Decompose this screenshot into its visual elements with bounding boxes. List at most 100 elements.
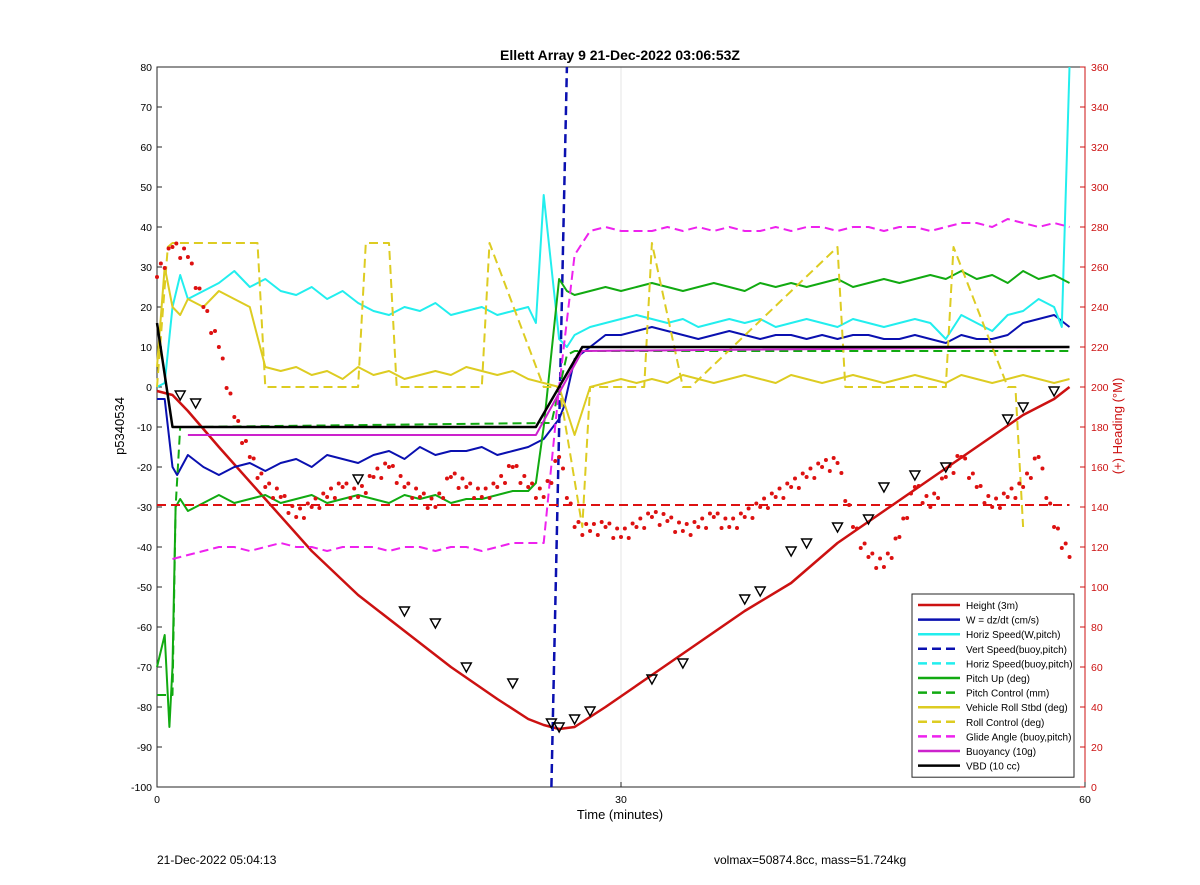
y-left-tick-label: 40 <box>140 222 152 234</box>
heading-point <box>789 485 794 489</box>
heading-point <box>329 486 333 491</box>
heading-point <box>448 475 453 479</box>
heading-point <box>823 458 828 462</box>
y-left-tick-label: -20 <box>137 462 152 474</box>
heading-point <box>765 506 770 510</box>
height-marker <box>645 674 659 686</box>
heading-point <box>731 516 736 521</box>
markers-layer <box>174 386 1061 734</box>
heading-point <box>711 515 716 519</box>
heading-point <box>634 525 639 529</box>
heading-point <box>1005 495 1010 499</box>
heading-point <box>943 475 948 479</box>
heading-point <box>754 501 759 506</box>
series-horiz_w <box>156 66 1071 388</box>
legend-label-w: W = dz/dt (cm/s) <box>966 616 1039 627</box>
y-right-tick-label: 0 <box>1091 782 1097 794</box>
height-marker <box>1047 386 1061 398</box>
heading-point <box>325 495 330 499</box>
heading-point <box>630 521 635 526</box>
heading-point <box>742 515 747 519</box>
x-axis-label: Time (minutes) <box>577 807 663 822</box>
heading-point <box>394 481 399 485</box>
heading-point <box>182 246 187 251</box>
legend-label-buoyancy: Buoyancy (10g) <box>966 747 1036 758</box>
height-marker <box>1001 414 1014 426</box>
heading-point <box>812 476 817 480</box>
x-tick-label: 30 <box>615 794 627 806</box>
legend-label-roll: Vehicle Roll Stbd (deg) <box>966 703 1068 714</box>
heading-point <box>375 466 380 471</box>
heading-point <box>599 520 604 524</box>
heading-point <box>170 245 175 249</box>
heading-point <box>677 520 681 525</box>
heading-point <box>174 241 179 246</box>
heading-point <box>503 481 507 485</box>
heading-point <box>332 496 337 500</box>
heading-point <box>193 286 198 290</box>
y-left-tick-label: 80 <box>140 62 152 74</box>
heading-point <box>669 515 674 520</box>
heading-point <box>595 533 600 537</box>
heading-point <box>707 511 712 516</box>
heading-point <box>201 305 206 309</box>
heading-point <box>719 526 724 530</box>
y-left-tick-label: -40 <box>137 542 152 554</box>
heading-point <box>359 484 364 488</box>
heading-point <box>680 529 685 533</box>
y-left-tick-label: -60 <box>137 622 152 634</box>
heading-point <box>727 525 732 529</box>
heading-point <box>970 471 975 476</box>
height-marker <box>398 606 411 618</box>
legend-label-vbd: VBD (10 cc) <box>966 762 1020 773</box>
heading-point <box>464 485 469 489</box>
heading-point <box>344 481 349 486</box>
y-left-tick-label: 20 <box>140 302 152 314</box>
heading-point <box>197 286 202 291</box>
height-marker <box>800 538 813 550</box>
heading-point <box>986 494 991 498</box>
heading-point <box>793 476 797 481</box>
heading-point <box>885 551 890 556</box>
heading-point <box>224 386 229 390</box>
axes: -100-90-80-70-60-50-40-30-20-10010203040… <box>131 62 1109 806</box>
y-left-tick-label: 50 <box>140 182 152 194</box>
heading-point <box>974 485 979 489</box>
heading-point <box>282 494 287 498</box>
x-tick-label: 0 <box>154 794 160 806</box>
heading-point <box>653 510 658 514</box>
heading-point <box>866 555 871 559</box>
legend-label-pitch_ctrl: Pitch Control (mm) <box>966 689 1049 700</box>
y-right-tick-label: 80 <box>1091 622 1103 634</box>
series-heading <box>155 241 1072 570</box>
y-right-tick-label: 100 <box>1091 582 1109 594</box>
heading-point <box>367 474 372 478</box>
y-left-tick-label: 30 <box>140 262 152 274</box>
heading-point <box>796 486 801 490</box>
heading-point <box>410 496 415 500</box>
heading-point <box>530 481 535 486</box>
heading-point <box>808 466 813 471</box>
heading-point <box>1013 496 1018 500</box>
heading-point <box>1048 501 1053 506</box>
legend-box <box>911 593 1075 778</box>
heading-point <box>189 261 194 266</box>
legend-label-height: Height (3m) <box>966 601 1018 612</box>
heading-point <box>456 486 461 490</box>
heading-point <box>510 465 515 469</box>
heading-point <box>414 486 419 491</box>
heading-point <box>588 529 593 533</box>
heading-point <box>1032 456 1037 461</box>
y-right-tick-label: 240 <box>1091 302 1109 314</box>
heading-point <box>545 479 550 483</box>
heading-point <box>762 496 767 501</box>
heading-point <box>213 329 217 333</box>
heading-point <box>777 486 782 491</box>
series-glide <box>172 218 1070 560</box>
heading-point <box>348 496 353 500</box>
heading-point <box>255 476 260 480</box>
y-right-tick-label: 180 <box>1091 422 1109 434</box>
y-right-tick-label: 320 <box>1091 142 1109 154</box>
heading-point <box>622 526 627 531</box>
heading-point <box>967 476 971 480</box>
